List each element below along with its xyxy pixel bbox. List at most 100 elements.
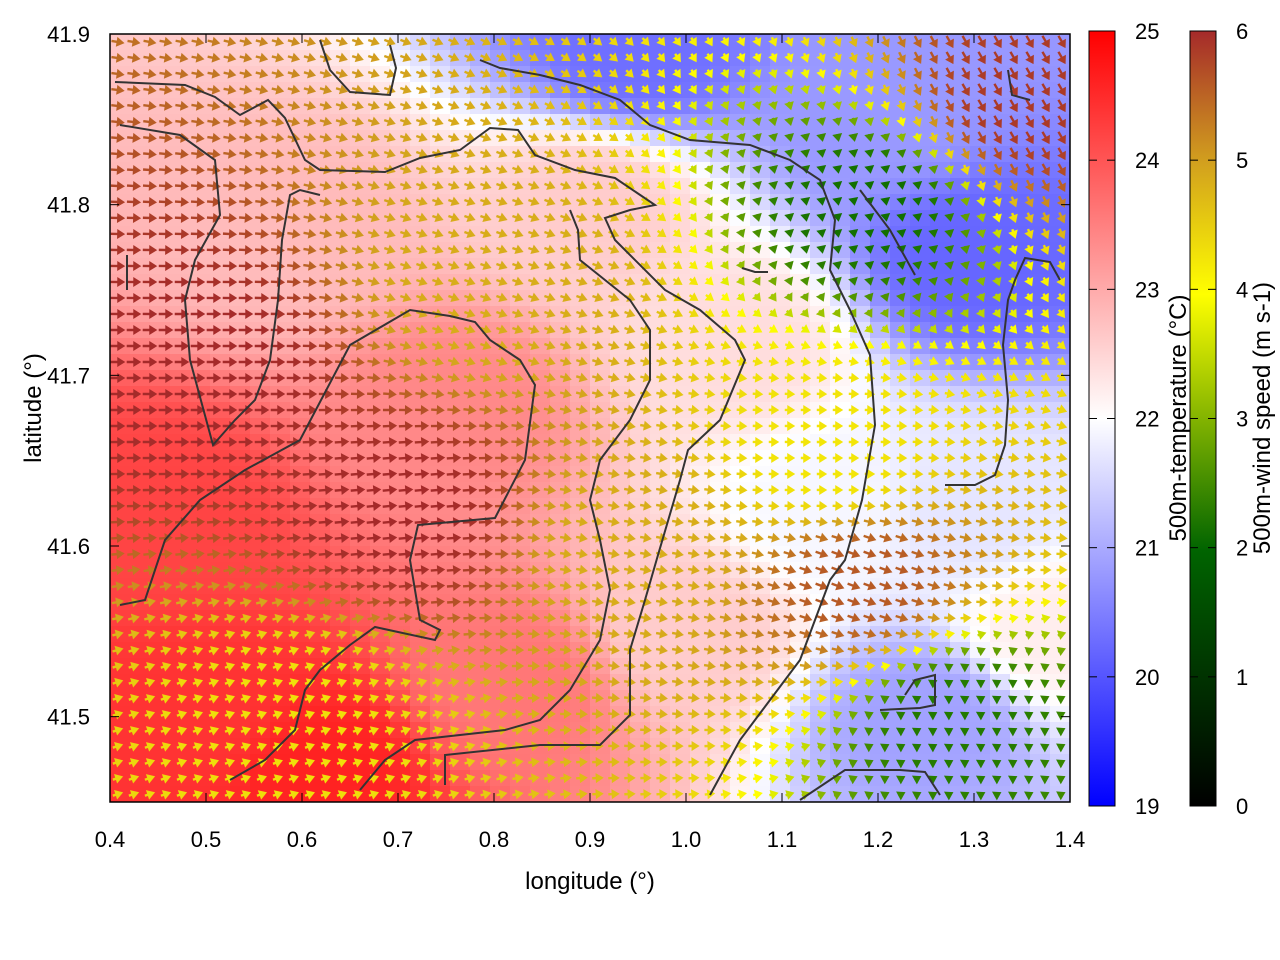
temperature-cell	[830, 114, 851, 131]
temperature-cell	[990, 674, 1011, 691]
temperature-cell	[290, 210, 311, 227]
temperature-cell	[1030, 50, 1051, 67]
temperature-cell	[530, 130, 551, 147]
temperature-cell	[370, 226, 391, 243]
temperature-cell	[750, 210, 771, 227]
temperature-cell	[990, 690, 1011, 707]
temperature-cell	[550, 98, 571, 115]
temperature-cell	[830, 258, 851, 275]
temperature-cell	[530, 194, 551, 211]
temperature-cell	[130, 34, 151, 51]
temperature-cell	[450, 98, 471, 115]
temperature-cell	[830, 226, 851, 243]
temperature-cell	[210, 146, 231, 163]
temperature-cell	[910, 738, 931, 755]
temperature-cell	[130, 50, 151, 67]
temperature-cell	[930, 146, 951, 163]
temperature-cell	[990, 658, 1011, 675]
temperature-cell	[290, 146, 311, 163]
temperature-cell	[910, 162, 931, 179]
temperature-cell	[550, 114, 571, 131]
temperature-cell	[910, 210, 931, 227]
temperature-cell	[130, 98, 151, 115]
temperature-cell	[910, 226, 931, 243]
temperature-cell	[370, 242, 391, 259]
temperature-cell	[450, 82, 471, 99]
temperature-cell	[1030, 162, 1051, 179]
temperature-cell	[370, 114, 391, 131]
temperature-cell	[750, 194, 771, 211]
temperature-cell	[450, 210, 471, 227]
temperature-cell	[1030, 98, 1051, 115]
temperature-cell	[210, 114, 231, 131]
temperature-cell	[950, 82, 971, 99]
temperature-cell	[910, 274, 931, 291]
plot-area	[110, 34, 1070, 802]
temperature-cell	[1030, 194, 1051, 211]
temperature-cell	[450, 258, 471, 275]
temperature-cell	[290, 66, 311, 83]
temperature-cell	[450, 66, 471, 83]
temperature-cell	[910, 146, 931, 163]
temperature-cell	[830, 178, 851, 195]
temperature-cell	[370, 98, 391, 115]
temperature-cell	[530, 210, 551, 227]
temperature-cell	[210, 66, 231, 83]
temperature-cell	[710, 258, 731, 275]
temperature-cell	[1030, 146, 1051, 163]
temperature-cell	[550, 82, 571, 99]
temperature-cell	[910, 306, 931, 323]
temperature-cell	[750, 162, 771, 179]
temperature-cell	[470, 34, 491, 51]
temperature-cell	[530, 258, 551, 275]
temperature-cell	[370, 146, 391, 163]
temperature-cell	[950, 50, 971, 67]
temperature-cell	[550, 34, 571, 51]
temperature-cell	[370, 162, 391, 179]
temperature-cell	[1030, 130, 1051, 147]
temperature-cell	[850, 66, 871, 83]
temperature-cell	[750, 258, 771, 275]
temperature-cell	[370, 178, 391, 195]
temperature-cell	[130, 82, 151, 99]
temperature-cell	[630, 146, 651, 163]
temperature-cell	[990, 770, 1011, 787]
temperature-cell	[290, 114, 311, 131]
temperature-cell	[750, 130, 771, 147]
temperature-cell	[630, 162, 651, 179]
temperature-cell	[290, 242, 311, 259]
temperature-cell	[1010, 242, 1031, 259]
temperature-cell	[630, 114, 651, 131]
temperature-cell	[770, 34, 791, 51]
temperature-cell	[370, 194, 391, 211]
temperature-cell	[710, 50, 731, 67]
temperature-cell	[450, 130, 471, 147]
temperature-cell	[370, 50, 391, 67]
temperature-cell	[1030, 34, 1051, 51]
temperature-cell	[750, 226, 771, 243]
temperature-cell	[610, 258, 631, 275]
temperature-cell	[910, 242, 931, 259]
temperature-cell	[850, 82, 871, 99]
temperature-cell	[710, 242, 731, 259]
temperature-cell	[990, 738, 1011, 755]
temperature-cell	[910, 194, 931, 211]
temperature-cell	[370, 258, 391, 275]
temperature-heatmap	[110, 34, 1070, 802]
temperature-cell	[210, 98, 231, 115]
temperature-cell	[370, 66, 391, 83]
temperature-cell	[290, 162, 311, 179]
temperature-cell	[630, 82, 651, 99]
temperature-cell	[290, 194, 311, 211]
temperature-cell	[370, 210, 391, 227]
temperature-cell	[630, 50, 651, 67]
temperature-cell	[210, 34, 231, 51]
temperature-cell	[830, 130, 851, 147]
temperature-cell	[910, 178, 931, 195]
temperature-cell	[910, 290, 931, 307]
temperature-cell	[1030, 66, 1051, 83]
temperature-cell	[450, 226, 471, 243]
temperature-cell	[290, 226, 311, 243]
temperature-cell	[610, 242, 631, 259]
